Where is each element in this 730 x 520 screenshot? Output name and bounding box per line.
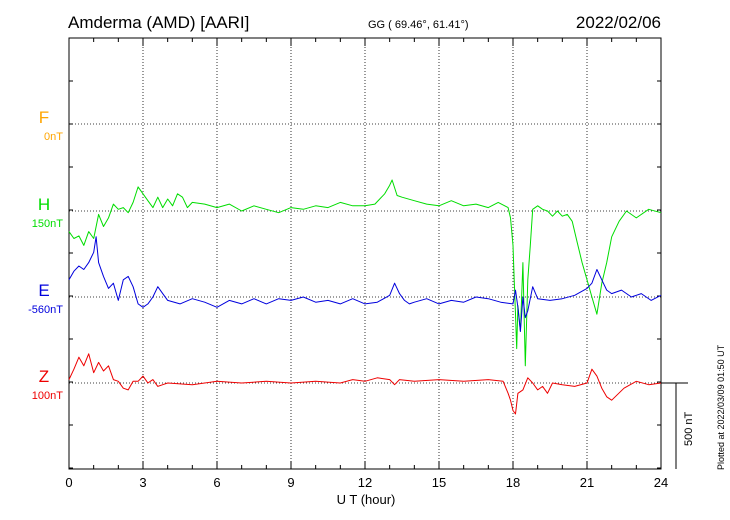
x-tick-label: 21 — [580, 475, 594, 490]
series-h-baseline: 150nT — [32, 218, 63, 230]
x-tick-label: 9 — [287, 475, 294, 490]
series-f-name: F — [39, 108, 49, 127]
x-tick-label: 3 — [139, 475, 146, 490]
date-label: 2022/02/06 — [576, 13, 661, 32]
x-tick-label: 12 — [358, 475, 372, 490]
scale-bar-label: 500 nT — [683, 411, 695, 446]
series-z-line — [68, 353, 662, 415]
x-tick-label: 15 — [432, 475, 446, 490]
x-tick-label: 24 — [654, 475, 668, 490]
grid — [69, 38, 661, 469]
series-e-name: E — [38, 281, 49, 300]
plotted-timestamp: Plotted at 2022/03/09 01:50 UT — [716, 344, 726, 470]
series-layer — [68, 179, 662, 415]
series-e-line — [68, 236, 662, 332]
station-title: Amderma (AMD) [AARI] — [68, 13, 249, 32]
series-z-baseline: 100nT — [32, 390, 63, 402]
series-f-baseline: 0nT — [44, 131, 63, 143]
coordinates-label: GG ( 69.46°, 61.41°) — [368, 19, 469, 31]
x-tick-label: 6 — [213, 475, 220, 490]
series-h-line — [68, 179, 662, 367]
x-tick-label: 18 — [506, 475, 520, 490]
series-z-name: Z — [39, 367, 49, 386]
series-labels: F 0nT H 150nT E -560nT Z 100nT — [28, 108, 63, 402]
scale-bar: 500 nT — [661, 382, 695, 469]
x-axis-label: U T (hour) — [337, 492, 396, 507]
x-tick-label: 0 — [65, 475, 72, 490]
series-e-baseline: -560nT — [28, 304, 63, 316]
axis-ticks: 0 3 6 9 12 15 18 21 24 — [65, 38, 668, 490]
series-h-name: H — [38, 195, 50, 214]
